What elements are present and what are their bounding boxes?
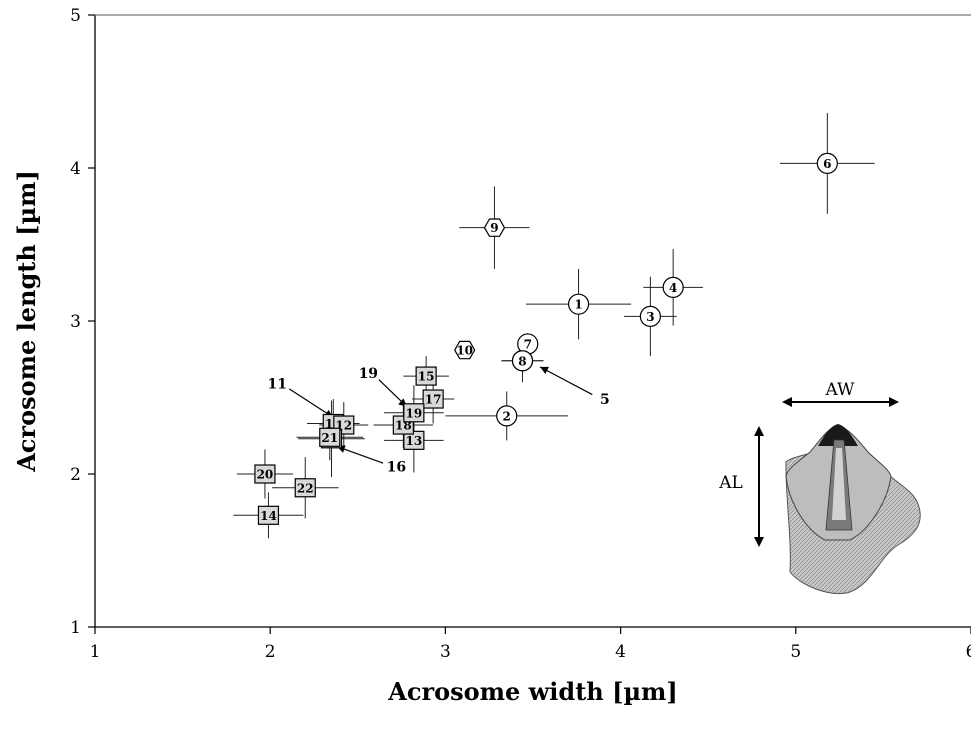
point-label: 10 — [456, 344, 473, 358]
point-label: 2 — [503, 409, 511, 423]
x-axis-title: Acrosome width [µm] — [387, 677, 678, 706]
data-point-19: 19 — [403, 403, 425, 423]
data-point-4: 4 — [662, 276, 684, 298]
point-label: 7 — [524, 337, 532, 351]
point-label: 6 — [823, 157, 831, 171]
data-point-6: 6 — [816, 152, 838, 175]
square-marker — [415, 366, 437, 386]
circle-marker — [639, 305, 661, 328]
point-label: 20 — [257, 468, 274, 482]
point-label: 9 — [490, 221, 498, 235]
al-label: AL — [718, 473, 743, 493]
square-marker — [257, 505, 280, 525]
point-label: 15 — [418, 370, 435, 384]
annotation-arrow — [336, 445, 384, 464]
aw-arrowhead-right — [889, 397, 899, 407]
point-label: 21 — [321, 431, 338, 445]
annotation-arrow — [288, 388, 334, 418]
x-tick-label: 5 — [790, 642, 801, 662]
y-tick-label: 5 — [70, 6, 81, 26]
data-point-21: 21 — [319, 427, 341, 447]
x-tick-label: 4 — [615, 642, 626, 662]
hexagon-marker — [454, 340, 476, 360]
circle-marker — [496, 405, 518, 427]
error-bars — [233, 112, 875, 539]
x-tick-label: 2 — [265, 642, 276, 662]
axis-ticks: 12345612345 — [70, 6, 971, 662]
annotations: 11 19 16 5 — [267, 366, 609, 475]
data-point-14: 14 — [257, 505, 280, 525]
data-markers: 12345678910111213141516171819202122 — [254, 152, 838, 525]
square-marker — [319, 427, 341, 447]
point-label: 17 — [425, 393, 442, 407]
point-label: 13 — [406, 434, 423, 448]
data-point-22: 22 — [294, 478, 316, 498]
aw-arrowhead-left — [782, 397, 792, 407]
y-tick-label: 4 — [70, 159, 81, 179]
data-point-2: 2 — [496, 405, 518, 427]
al-arrowhead-bottom — [754, 537, 764, 547]
data-point-12: 12 — [333, 415, 355, 435]
circle-marker — [662, 276, 684, 298]
y-tick-label: 1 — [70, 618, 81, 638]
data-point-7: 7 — [517, 333, 539, 355]
data-point-3: 3 — [639, 305, 661, 328]
point-label: 22 — [297, 481, 314, 495]
x-tick-label: 1 — [90, 642, 101, 662]
acrosome-diagram: AW AL — [718, 380, 921, 594]
point-label: 8 — [518, 354, 526, 368]
al-arrowhead-top — [754, 426, 764, 436]
data-point-8: 8 — [511, 350, 534, 372]
annotation-label: 16 — [387, 459, 406, 475]
data-point-20: 20 — [254, 464, 276, 484]
data-point-1: 1 — [567, 293, 590, 315]
circle-marker — [511, 350, 534, 372]
circle-marker — [567, 293, 590, 315]
point-label: 14 — [260, 509, 277, 523]
square-marker — [422, 389, 444, 409]
annotation-arrow — [539, 366, 593, 396]
aw-label: AW — [824, 380, 855, 400]
acrosome-core-highlight — [832, 448, 846, 520]
data-point-13: 13 — [403, 430, 425, 450]
square-marker — [254, 464, 276, 484]
point-label: 1 — [574, 298, 582, 312]
acrosome-cap — [818, 424, 858, 446]
point-label: 4 — [669, 281, 677, 295]
annotation-arrowhead — [540, 366, 549, 375]
y-tick-label: 2 — [70, 465, 81, 485]
point-label: 3 — [646, 310, 654, 324]
y-axis-title: Acrosome length [µm] — [12, 170, 41, 473]
square-marker — [403, 403, 425, 423]
data-point-9: 9 — [483, 218, 506, 237]
circle-marker — [816, 152, 838, 175]
annotation-label: 11 — [267, 377, 286, 393]
point-label: 19 — [406, 406, 423, 420]
data-point-10: 10 — [454, 340, 476, 360]
data-point-15: 15 — [415, 366, 437, 386]
data-point-17: 17 — [422, 389, 444, 409]
square-marker — [294, 478, 316, 498]
x-tick-label: 3 — [440, 642, 451, 662]
y-tick-label: 3 — [70, 312, 81, 332]
annotation-label: 19 — [359, 366, 378, 382]
annotation-label: 5 — [600, 392, 610, 408]
hexagon-marker — [483, 218, 506, 237]
x-tick-label: 6 — [966, 642, 971, 662]
